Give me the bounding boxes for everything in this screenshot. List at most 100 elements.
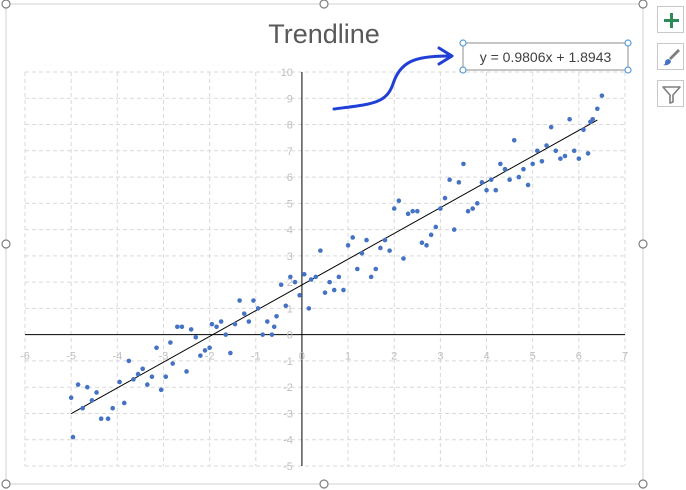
x-tick-label: 2: [391, 351, 397, 363]
y-tick-label: -4: [283, 435, 293, 447]
data-point: [170, 361, 175, 366]
data-point: [94, 390, 99, 395]
data-point: [246, 319, 252, 324]
y-tick-label: 4: [287, 225, 293, 237]
data-point: [313, 274, 319, 280]
chart-title[interactable]: Trendline: [268, 19, 380, 49]
resize-handle[interactable]: [319, 479, 329, 489]
chart-resize-handles[interactable]: [1, 0, 648, 489]
trendline-equation-label[interactable]: y = 0.9806x + 1.8943: [459, 39, 632, 74]
resize-handle[interactable]: [1, 479, 11, 489]
data-point: [163, 374, 169, 379]
data-point: [70, 434, 76, 440]
y-tick-label: -5: [283, 461, 293, 473]
data-point: [274, 313, 279, 319]
data-point: [232, 321, 238, 327]
resize-handle[interactable]: [638, 0, 648, 9]
data-point: [391, 206, 397, 211]
data-point: [117, 379, 122, 385]
y-tick-label: 7: [287, 146, 293, 158]
x-tick-label: 0: [299, 351, 305, 363]
data-point: [405, 211, 411, 217]
data-point: [269, 332, 275, 337]
data-point: [75, 382, 81, 387]
data-point: [126, 358, 132, 364]
chart-filters-button[interactable]: [657, 80, 684, 107]
x-tick-label: -4: [112, 351, 122, 363]
data-point: [271, 324, 277, 330]
data-point: [158, 387, 164, 393]
data-point: [85, 384, 90, 390]
y-tick-label: -2: [283, 382, 293, 394]
plus-icon: [664, 13, 679, 28]
chart-elements-button[interactable]: [657, 6, 684, 33]
data-point: [442, 195, 448, 201]
data-point: [424, 243, 429, 248]
data-point: [599, 93, 605, 98]
data-point: [301, 271, 307, 277]
data-point: [585, 151, 591, 156]
data-point: [502, 166, 508, 172]
data-point: [168, 340, 173, 345]
data-point: [145, 382, 150, 387]
x-tick-label: 3: [437, 351, 443, 363]
y-tick-label: 1: [287, 303, 293, 315]
label-handle[interactable]: [459, 66, 467, 74]
data-point: [493, 187, 499, 193]
resize-handle[interactable]: [638, 479, 648, 489]
label-handle[interactable]: [459, 39, 467, 47]
data-point: [382, 237, 388, 243]
data-point: [373, 266, 379, 272]
data-point: [355, 266, 360, 272]
resize-handle[interactable]: [319, 0, 329, 9]
data-point: [241, 311, 247, 316]
data-point: [278, 282, 284, 288]
data-point: [345, 243, 351, 248]
x-tick-label: -2: [205, 351, 215, 363]
chart-styles-button[interactable]: [657, 43, 684, 70]
data-point: [558, 156, 563, 161]
data-point: [306, 306, 312, 311]
data-point: [214, 324, 219, 330]
data-point: [562, 153, 568, 159]
brush-icon: [663, 49, 680, 66]
funnel-icon: [662, 86, 681, 104]
data-point: [331, 287, 337, 293]
resize-handle[interactable]: [1, 0, 11, 9]
data-point: [475, 201, 480, 206]
y-tick-label: -3: [283, 408, 293, 420]
resize-handle[interactable]: [638, 239, 648, 249]
data-point: [470, 206, 475, 211]
data-point: [121, 400, 127, 406]
data-point: [396, 198, 402, 204]
data-point: [548, 124, 554, 130]
data-point: [539, 159, 545, 164]
data-point: [110, 405, 115, 411]
data-point: [283, 303, 289, 309]
data-point: [308, 277, 314, 282]
trendline-equation: y = 0.9806x + 1.8943: [480, 49, 612, 65]
y-tick-label: 2: [287, 277, 293, 289]
data-point: [105, 416, 111, 422]
y-tick-label: 8: [287, 120, 293, 132]
resize-handle[interactable]: [1, 239, 11, 249]
label-handle[interactable]: [624, 66, 632, 74]
data-point: [255, 306, 261, 311]
data-point: [530, 161, 535, 167]
data-point: [89, 398, 95, 403]
data-point: [237, 298, 242, 303]
data-point: [359, 250, 365, 256]
y-tick-label: 5: [287, 198, 293, 210]
arrow-head: [437, 46, 454, 66]
y-tick-label: 9: [287, 93, 293, 105]
data-point: [521, 166, 526, 172]
data-point: [571, 148, 577, 154]
y-tick-label: 0: [287, 330, 293, 342]
gridlines: [24, 71, 626, 467]
data-point: [364, 237, 369, 243]
label-handle[interactable]: [624, 39, 632, 47]
data-point: [576, 156, 582, 161]
x-tick-label: 5: [530, 351, 536, 363]
data-point: [184, 369, 189, 374]
